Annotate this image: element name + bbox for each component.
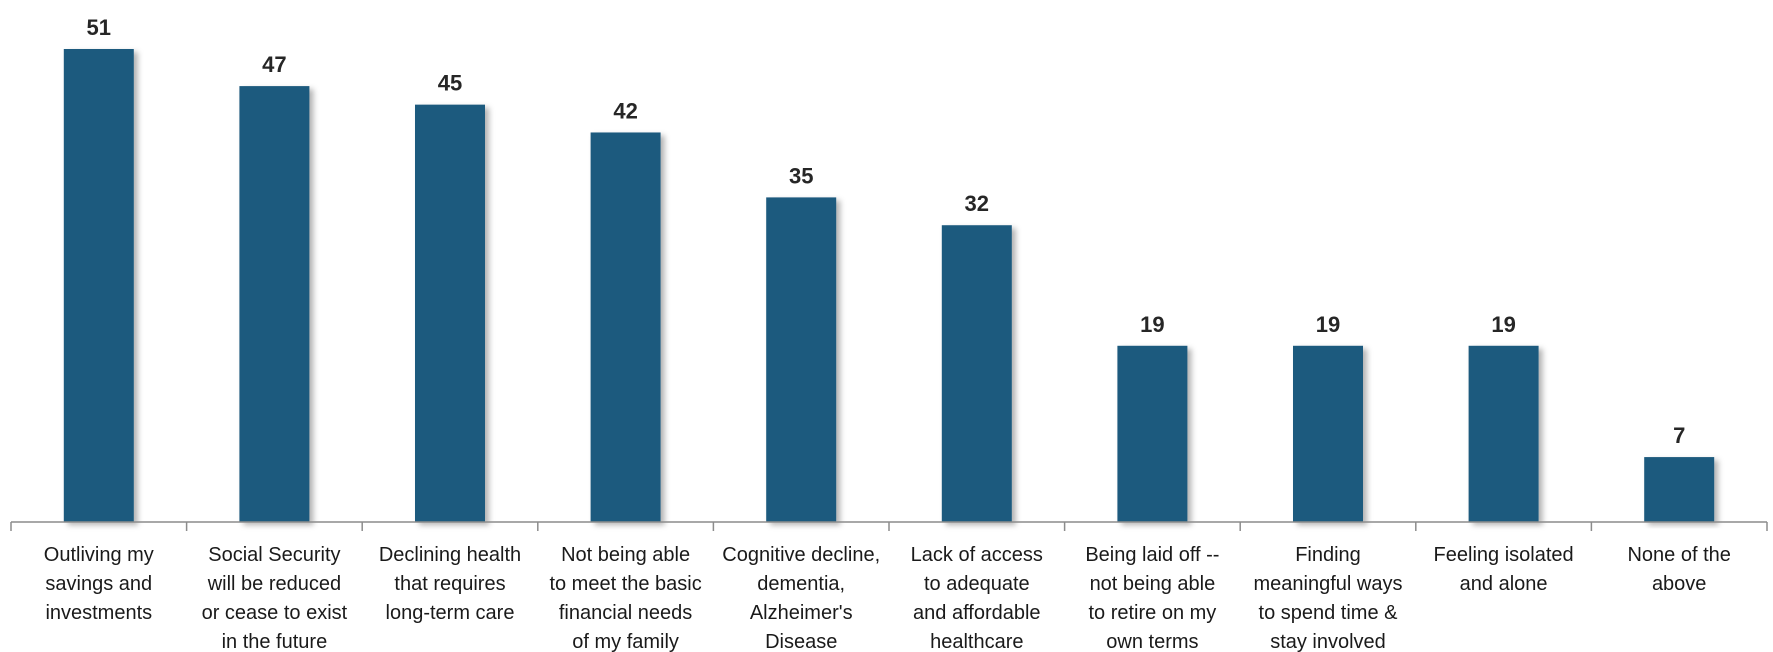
category-label-3: Declining health that requires long-term c… bbox=[379, 544, 521, 624]
category-labels-group: Outliving my savings and investments Social… bbox=[44, 544, 1731, 652]
data-label-3: 45 bbox=[438, 71, 462, 96]
data-label-5: 35 bbox=[789, 163, 813, 188]
bar-2 bbox=[239, 86, 310, 523]
data-label-8: 19 bbox=[1316, 312, 1340, 337]
category-label-4: Not being able to meet the basic financial… bbox=[549, 544, 701, 652]
bar-9 bbox=[1468, 345, 1539, 522]
x-axis bbox=[10, 521, 1768, 531]
category-label-7: Being laid off --not being able to retire… bbox=[1085, 544, 1219, 652]
category-label-2: Social Security will be reduced or cease t… bbox=[202, 544, 348, 652]
data-label-7: 19 bbox=[1140, 312, 1164, 337]
bar-7 bbox=[1117, 345, 1188, 522]
data-label-10: 7 bbox=[1673, 423, 1685, 448]
data-label-2: 47 bbox=[262, 52, 286, 77]
bar-1 bbox=[63, 49, 134, 522]
category-label-9: Feeling isolated and alone bbox=[1434, 544, 1574, 595]
category-label-8: Finding meaningful ways to spend time & sta… bbox=[1254, 544, 1403, 652]
category-label-10: None of the above bbox=[1627, 544, 1730, 595]
bar-4 bbox=[590, 132, 661, 522]
bar-3 bbox=[415, 104, 485, 522]
category-label-1: Outliving my savings and investments bbox=[44, 544, 154, 624]
category-label-5: Cognitive decline, dementia, Alzheimer's Di… bbox=[722, 544, 880, 652]
bar-10 bbox=[1644, 457, 1715, 522]
value-labels-group: 51 47 45 42 35 32 19 19 19 7 bbox=[87, 15, 1686, 448]
data-label-1: 51 bbox=[87, 15, 111, 40]
data-label-4: 42 bbox=[613, 98, 637, 123]
category-label-6: Lack of access to adequate and affordable h… bbox=[911, 544, 1043, 652]
bar-5 bbox=[766, 197, 837, 522]
data-label-6: 32 bbox=[965, 191, 989, 216]
bars-group bbox=[63, 49, 1715, 523]
bar-6 bbox=[941, 225, 1012, 522]
bar-8 bbox=[1293, 345, 1363, 522]
data-label-9: 19 bbox=[1491, 312, 1515, 337]
